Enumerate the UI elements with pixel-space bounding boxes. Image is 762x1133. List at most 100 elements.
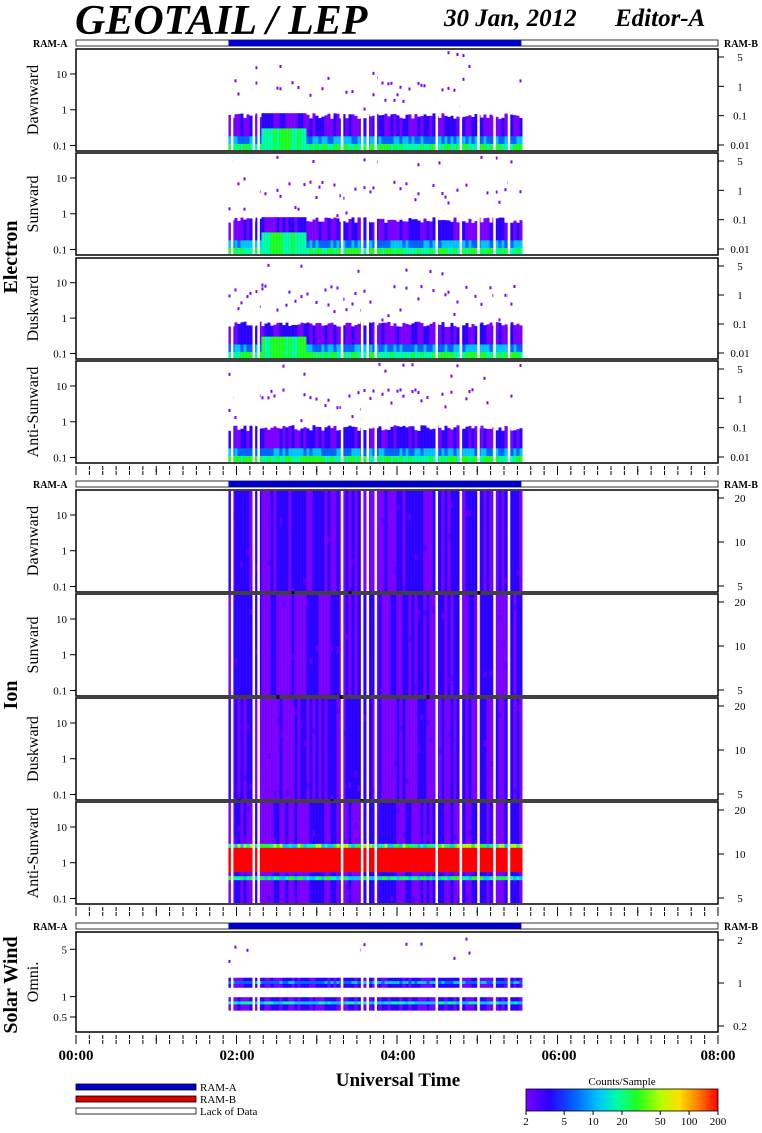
y2-tick-label: 2 bbox=[737, 935, 743, 947]
heatmap-speck bbox=[399, 388, 402, 392]
heatmap-cell bbox=[453, 834, 457, 841]
heatmap-cell bbox=[348, 344, 352, 358]
heatmap-cell bbox=[381, 352, 385, 358]
heatmap-cell bbox=[333, 352, 337, 358]
panel-frame bbox=[75, 697, 719, 801]
data-gap bbox=[366, 933, 370, 1031]
heatmap-cell bbox=[303, 448, 307, 462]
heatmap-cell bbox=[504, 595, 508, 695]
heatmap-cell bbox=[234, 114, 238, 150]
heatmap-cell bbox=[315, 240, 319, 254]
heatmap-cell bbox=[471, 448, 475, 462]
heatmap-cell bbox=[390, 240, 394, 254]
heatmap-cell bbox=[399, 725, 403, 732]
heatmap-cell bbox=[249, 699, 253, 799]
heatmap-cell bbox=[261, 455, 265, 462]
heatmap-cell bbox=[267, 981, 271, 985]
heatmap-cell bbox=[312, 113, 316, 150]
heatmap-cell bbox=[258, 491, 262, 591]
heatmap-cell bbox=[297, 699, 301, 799]
heatmap-cell bbox=[441, 843, 445, 848]
heatmap-cell bbox=[402, 843, 406, 848]
heatmap-cell bbox=[495, 218, 499, 254]
heatmap-speck bbox=[273, 394, 276, 398]
heatmap-cell bbox=[465, 510, 469, 517]
y2-tick-label: 5 bbox=[737, 156, 743, 168]
heatmap-cell bbox=[228, 352, 232, 358]
heatmap-cell bbox=[390, 352, 394, 358]
heatmap-cell bbox=[261, 847, 265, 873]
heatmap-cell bbox=[411, 247, 415, 254]
heatmap-cell bbox=[468, 829, 472, 836]
heatmap-cell bbox=[444, 247, 448, 254]
heatmap-cell bbox=[342, 448, 346, 462]
heatmap-cell bbox=[351, 981, 355, 985]
heatmap-cell bbox=[318, 876, 322, 881]
heatmap-cell bbox=[510, 222, 514, 254]
heatmap-cell bbox=[432, 322, 436, 358]
heatmap-cell bbox=[324, 847, 328, 873]
heatmap-cell bbox=[306, 352, 310, 358]
heatmap-cell bbox=[237, 344, 241, 358]
heatmap-cell bbox=[468, 240, 472, 254]
heatmap-cell bbox=[420, 595, 424, 695]
heatmap-cell bbox=[228, 699, 232, 799]
heatmap-cell bbox=[438, 143, 442, 150]
heatmap-cell bbox=[246, 430, 250, 462]
heatmap-cell bbox=[447, 326, 451, 358]
heatmap-cell bbox=[237, 247, 241, 254]
heatmap-cell bbox=[387, 699, 391, 799]
heatmap-cell bbox=[372, 595, 376, 695]
y2-tick-label: 5 bbox=[737, 364, 743, 376]
heatmap-cell bbox=[414, 595, 418, 695]
heatmap-speck bbox=[417, 163, 420, 167]
heatmap-cell bbox=[255, 699, 259, 799]
heatmap-cell bbox=[405, 1001, 409, 1005]
data-gap bbox=[507, 933, 511, 1031]
heatmap-cell bbox=[357, 595, 361, 695]
heatmap-cell bbox=[282, 981, 286, 985]
heatmap-cell bbox=[249, 608, 253, 615]
heatmap-cell bbox=[327, 536, 331, 543]
heatmap-cell bbox=[483, 114, 487, 150]
heatmap-cell bbox=[456, 1001, 460, 1005]
heatmap-cell bbox=[453, 448, 457, 462]
heatmap-cell bbox=[369, 455, 373, 462]
heatmap-cell bbox=[336, 707, 340, 714]
heatmap-cell bbox=[465, 699, 469, 799]
heatmap-cell bbox=[378, 1001, 382, 1005]
heatmap-cell bbox=[249, 455, 253, 462]
heatmap-cell bbox=[468, 143, 472, 150]
heatmap-cell bbox=[399, 117, 403, 150]
heatmap-cell bbox=[363, 876, 367, 881]
heatmap-cell bbox=[261, 128, 265, 150]
heatmap-cell bbox=[348, 587, 352, 594]
heatmap-cell bbox=[327, 425, 331, 462]
heatmap-cell bbox=[426, 981, 430, 985]
heatmap-cell bbox=[465, 344, 469, 358]
heatmap-cell bbox=[393, 699, 397, 799]
heatmap-speck bbox=[246, 948, 249, 952]
heatmap-cell bbox=[321, 352, 325, 358]
heatmap-cell bbox=[429, 136, 433, 150]
heatmap-cell bbox=[417, 610, 421, 617]
heatmap-cell bbox=[279, 518, 283, 525]
heatmap-cell bbox=[504, 578, 508, 585]
heatmap-cell bbox=[477, 588, 481, 595]
heatmap-cell bbox=[336, 344, 340, 358]
heatmap-speck bbox=[417, 391, 420, 395]
heatmap-cell bbox=[249, 344, 253, 358]
heatmap-cell bbox=[330, 794, 334, 801]
heatmap-cell bbox=[396, 595, 400, 695]
heatmap-cell bbox=[423, 136, 427, 150]
heatmap-cell bbox=[240, 595, 244, 695]
heatmap-cell bbox=[243, 1001, 247, 1005]
heatmap-cell bbox=[399, 219, 403, 254]
heatmap-cell bbox=[486, 324, 490, 358]
heatmap-cell bbox=[237, 847, 241, 873]
heatmap-cell bbox=[387, 321, 391, 358]
heatmap-speck bbox=[399, 308, 402, 312]
heatmap-cell bbox=[336, 699, 340, 799]
heatmap-cell bbox=[408, 847, 412, 873]
heatmap-cell bbox=[444, 1001, 448, 1005]
